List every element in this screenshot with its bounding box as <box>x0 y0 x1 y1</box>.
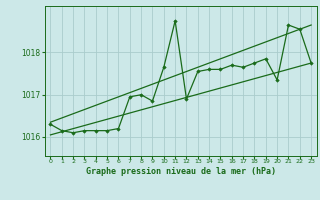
X-axis label: Graphe pression niveau de la mer (hPa): Graphe pression niveau de la mer (hPa) <box>86 167 276 176</box>
